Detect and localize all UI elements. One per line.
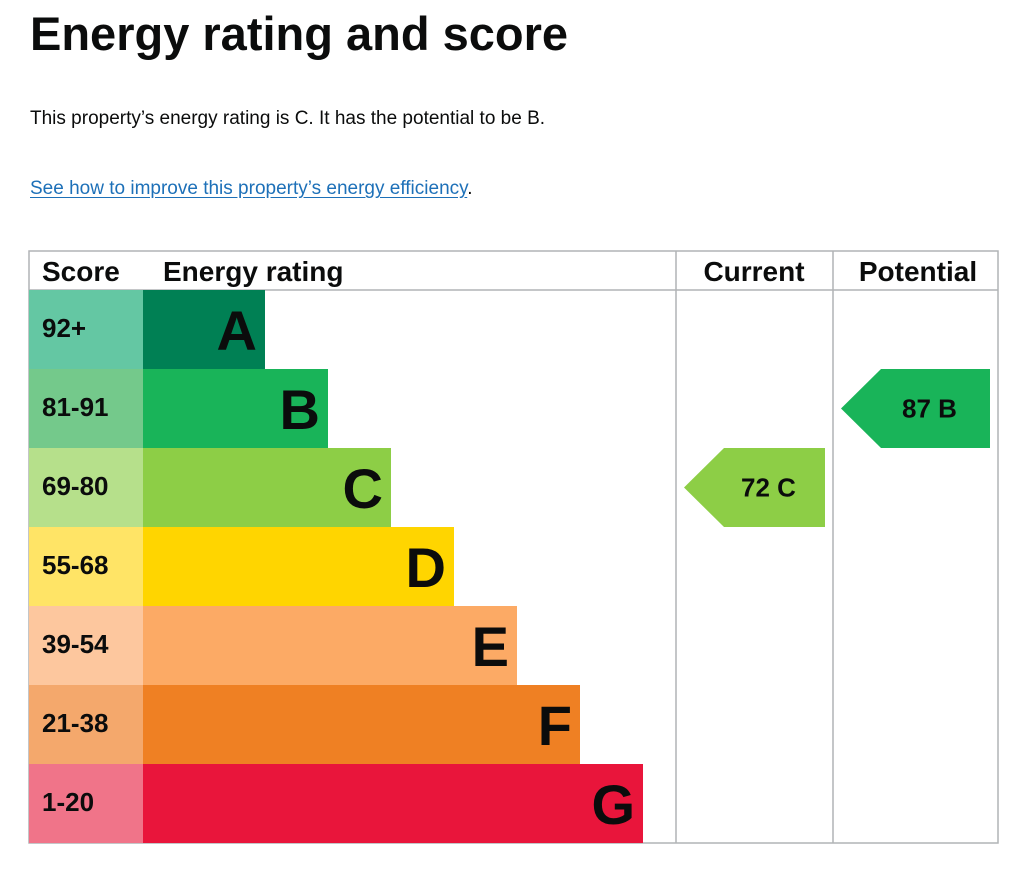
band-bar-d xyxy=(143,527,454,606)
score-range-e: 39-54 xyxy=(42,629,109,659)
current-rating-label: 72 C xyxy=(741,473,796,503)
band-letter-c: C xyxy=(343,457,383,520)
band-letter-b: B xyxy=(280,378,320,441)
potential-rating-label: 87 B xyxy=(902,394,957,424)
rating-summary: This property’s energy rating is C. It h… xyxy=(30,108,546,129)
rating-arrows: 72 C 87 B xyxy=(684,369,990,527)
score-cell-c xyxy=(29,448,143,527)
score-cell-b xyxy=(29,369,143,448)
header-energy-rating: Energy rating xyxy=(163,256,343,287)
header-potential: Potential xyxy=(859,256,977,287)
current-rating-arrow xyxy=(684,448,825,527)
score-cell-a xyxy=(29,290,143,369)
band-bar-c xyxy=(143,448,391,527)
improve-efficiency-link[interactable]: See how to improve this property’s energ… xyxy=(30,178,468,199)
band-bar-a xyxy=(143,290,265,369)
score-range-c: 69-80 xyxy=(42,471,109,501)
improve-link-line: See how to improve this property’s energ… xyxy=(30,177,473,201)
band-letter-a: A xyxy=(217,299,257,362)
link-suffix: . xyxy=(467,178,473,199)
score-range-d: 55-68 xyxy=(42,550,109,580)
band-bar-g xyxy=(143,764,643,843)
rating-bands: 92+ A 81-91 B 69-80 C 55-68 D 39-54 E 21-38 F 1-20 G xyxy=(29,290,643,843)
band-letter-g: G xyxy=(591,773,635,836)
score-cell-d xyxy=(29,527,143,606)
score-cell-e xyxy=(29,606,143,685)
score-range-b: 81-91 xyxy=(42,392,109,422)
score-range-a: 92+ xyxy=(42,313,86,343)
score-range-g: 1-20 xyxy=(42,787,94,817)
band-bar-b xyxy=(143,369,328,448)
header-current: Current xyxy=(703,256,804,287)
page-title: Energy rating and score xyxy=(30,7,569,60)
header-score: Score xyxy=(42,256,120,287)
potential-rating-arrow xyxy=(841,369,990,448)
score-cell-g xyxy=(29,764,143,843)
band-letter-d: D xyxy=(406,536,446,599)
score-cell-f xyxy=(29,685,143,764)
column-headers: Score Energy rating Current Potential xyxy=(42,256,977,287)
band-bar-e xyxy=(143,606,517,685)
score-range-f: 21-38 xyxy=(42,708,109,738)
band-bar-f xyxy=(143,685,580,764)
band-letter-e: E xyxy=(472,615,509,678)
band-letter-f: F xyxy=(538,694,572,757)
